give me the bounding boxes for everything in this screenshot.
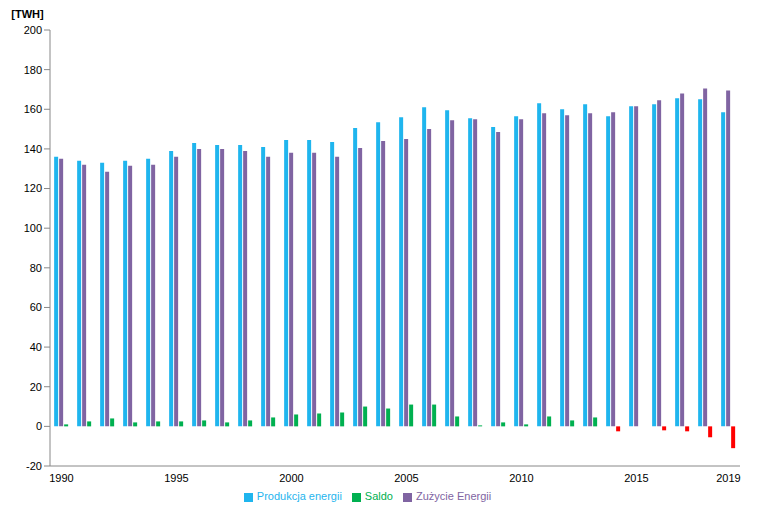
svg-text:160: 160 — [24, 103, 42, 115]
svg-text:40: 40 — [30, 341, 42, 353]
svg-text:1990: 1990 — [49, 472, 73, 484]
svg-text:140: 140 — [24, 143, 42, 155]
svg-text:2015: 2015 — [624, 472, 648, 484]
svg-text:80: 80 — [30, 262, 42, 274]
svg-text:180: 180 — [24, 64, 42, 76]
svg-text:2000: 2000 — [279, 472, 303, 484]
svg-text:120: 120 — [24, 182, 42, 194]
svg-text:1995: 1995 — [164, 472, 188, 484]
svg-text:-20: -20 — [26, 460, 42, 472]
svg-text:0: 0 — [36, 420, 42, 432]
html-text:Produkcja energii: Produkcja energii — [256, 490, 342, 502]
svg-text:2010: 2010 — [509, 472, 533, 484]
html-text:Zużycie Energii: Zużycie Energii — [416, 490, 492, 502]
svg-text:2019: 2019 — [716, 472, 740, 484]
svg-text:200: 200 — [24, 24, 42, 36]
svg-text:2005: 2005 — [394, 472, 418, 484]
svg-text:60: 60 — [30, 301, 42, 313]
svg-text:100: 100 — [24, 222, 42, 234]
html-text:Saldo: Saldo — [364, 490, 393, 502]
svg-text:[TWH]: [TWH] — [11, 8, 44, 20]
svg-text:20: 20 — [30, 381, 42, 393]
